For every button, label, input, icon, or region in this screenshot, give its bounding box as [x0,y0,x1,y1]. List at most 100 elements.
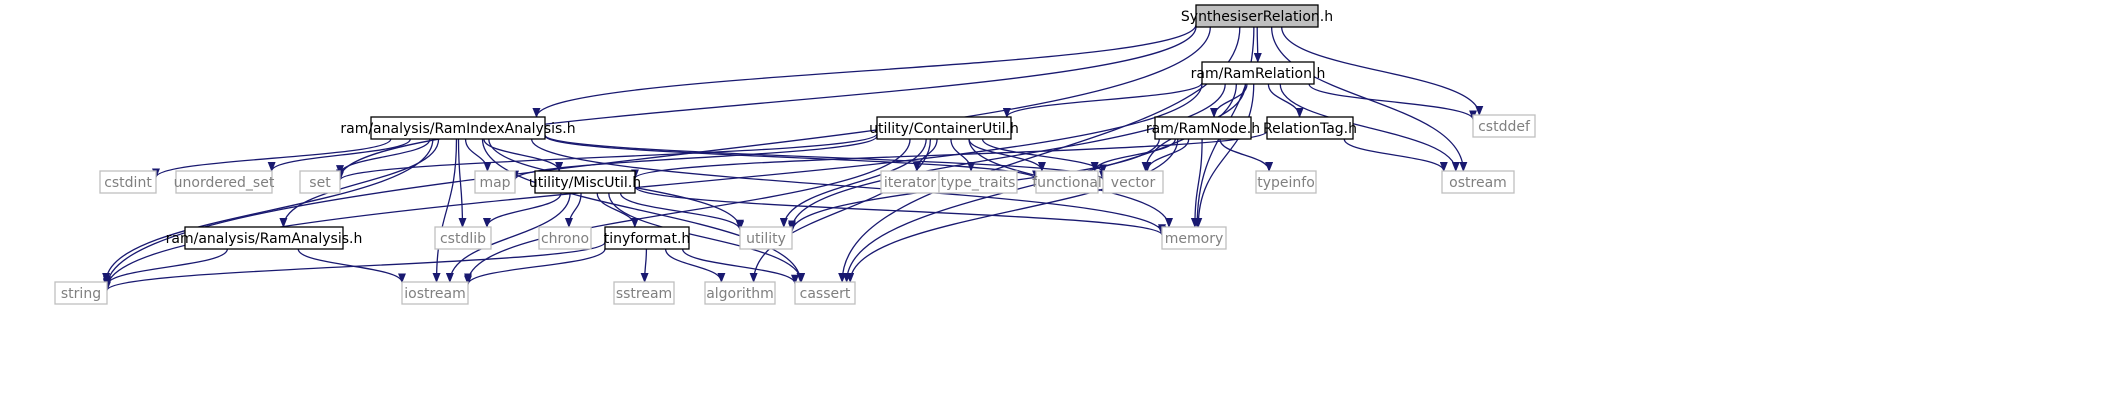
node-box [370,116,546,140]
node-box [604,226,690,250]
edge-n21-to-n25 [464,248,606,286]
edge-n4-to-n15 [968,138,1046,172]
graph-node-n24: string [54,281,108,305]
edge-n21-to-n24 [103,241,606,292]
node-box [1154,116,1252,140]
node-label: ram/RamNode.h [1146,121,1260,137]
edge-n12-to-n25 [445,192,571,283]
node-label: tinyformat.h [604,231,691,247]
node-label: vector [1111,175,1156,191]
node-box [534,170,636,194]
edge-n1-to-n24 [103,83,1203,290]
node-box [299,170,341,194]
node-label: iterator [884,175,936,191]
edge-n1-to-n7 [1279,83,1460,172]
node-label: SynthesiserRelation.h [1181,9,1333,25]
graph-node-n26: sstream [613,281,675,305]
edge-n5-to-n16 [1143,138,1190,172]
edge-n0-to-n10 [336,26,1197,180]
graph-node-n16: vector [1102,170,1164,194]
node-box [401,281,469,305]
node-box [1201,61,1315,85]
edge-n12-to-n22 [619,192,744,231]
node-box [1441,170,1515,194]
node-label: cassert [800,286,851,302]
graph-node-n2: cstddef [1472,114,1536,138]
node-label: ram/analysis/RamIndexAnalysis.h [340,121,575,137]
edge-n3-to-n25 [432,138,458,283]
node-label: utility/ContainerUtil.h [869,121,1019,137]
node-box [1266,116,1354,140]
graph-node-n19: cstdlib [434,226,492,250]
node-label: cstdlib [440,231,486,247]
edge-n0-to-n1 [1253,26,1262,63]
node-label: map [479,175,510,191]
graph-node-n10: set [299,170,341,194]
node-layer: SynthesiserRelation.h ram/RamRelation.h cs… [54,4,1536,305]
edge-n5-to-n17 [1219,138,1274,172]
graph-node-n13: iterator [880,170,940,194]
edge-n6-to-n7 [1343,138,1448,172]
graph-node-n27: algorithm [704,281,776,305]
node-label: chrono [541,231,589,247]
graph-node-n17: typeinfo [1255,170,1317,194]
node-label: iostream [404,286,466,302]
edge-n5-to-n28 [846,138,1179,283]
edge-n18-to-n25 [297,248,406,284]
graph-node-n28: cassert [794,281,856,305]
node-box [184,226,344,250]
edge-n1-to-n5 [1210,83,1248,118]
edge-n12-to-n21 [596,192,639,228]
node-box [538,226,592,250]
edge-n1-to-n23 [1194,83,1255,228]
node-label: RelationTag.h [1263,121,1357,137]
graph-node-n4[interactable]: utility/ContainerUtil.h [869,116,1019,140]
node-box [1255,170,1317,194]
graph-node-n21[interactable]: tinyformat.h [604,226,691,250]
edge-n21-to-n28 [681,248,799,285]
edge-n5-to-n23 [1190,138,1203,228]
graph-node-n14: type_traits [938,170,1018,194]
edge-n6-to-n12 [631,130,1268,180]
node-box [1102,170,1164,194]
graph-node-n6[interactable]: RelationTag.h [1263,116,1357,140]
graph-node-n5[interactable]: ram/RamNode.h [1146,116,1260,140]
edge-n21-to-n26 [640,248,649,283]
node-box [1195,4,1319,28]
graph-node-n9: unordered_set [174,170,275,194]
graph-node-n25: iostream [401,281,469,305]
edge-n12-to-n20 [564,192,582,228]
node-label: ram/RamRelation.h [1191,66,1326,82]
node-box [739,226,793,250]
node-label: string [61,286,101,302]
graph-node-n11: map [474,170,516,194]
graph-node-n1[interactable]: ram/RamRelation.h [1191,61,1326,85]
graph-node-n8: cstdint [99,170,157,194]
graph-node-n18[interactable]: ram/analysis/RamAnalysis.h [166,226,363,250]
edge-n21-to-n27 [664,248,726,283]
edge-n3-to-n9 [267,138,411,172]
edge-n1-to-n2 [1308,83,1477,121]
edge-n4-to-n22 [779,138,927,228]
node-label: ostream [1449,175,1507,191]
edge-n18-to-n24 [103,248,229,287]
edge-n5-to-n15 [1090,138,1176,172]
edge-n3-to-n28 [481,138,805,283]
graph-node-n12[interactable]: utility/MiscUtil.h [529,170,641,194]
graph-node-n15: functional [1032,170,1102,194]
graph-node-n0[interactable]: SynthesiserRelation.h [1181,4,1333,28]
node-box [474,170,516,194]
node-box [1472,114,1536,138]
edge-n0-to-n24 [103,26,1211,288]
edge-n1-to-n4 [1002,82,1203,118]
edge-n3-to-n10 [336,138,431,176]
node-label: typeinfo [1257,175,1315,191]
node-box [54,281,108,305]
edge-n12-to-n23 [634,186,1166,237]
node-label: utility/MiscUtil.h [529,175,641,191]
node-label: ram/analysis/RamAnalysis.h [166,231,363,247]
edge-n1-to-n6 [1267,83,1304,118]
graph-node-n3[interactable]: ram/analysis/RamIndexAnalysis.h [340,116,576,140]
node-label: memory [1165,231,1224,247]
